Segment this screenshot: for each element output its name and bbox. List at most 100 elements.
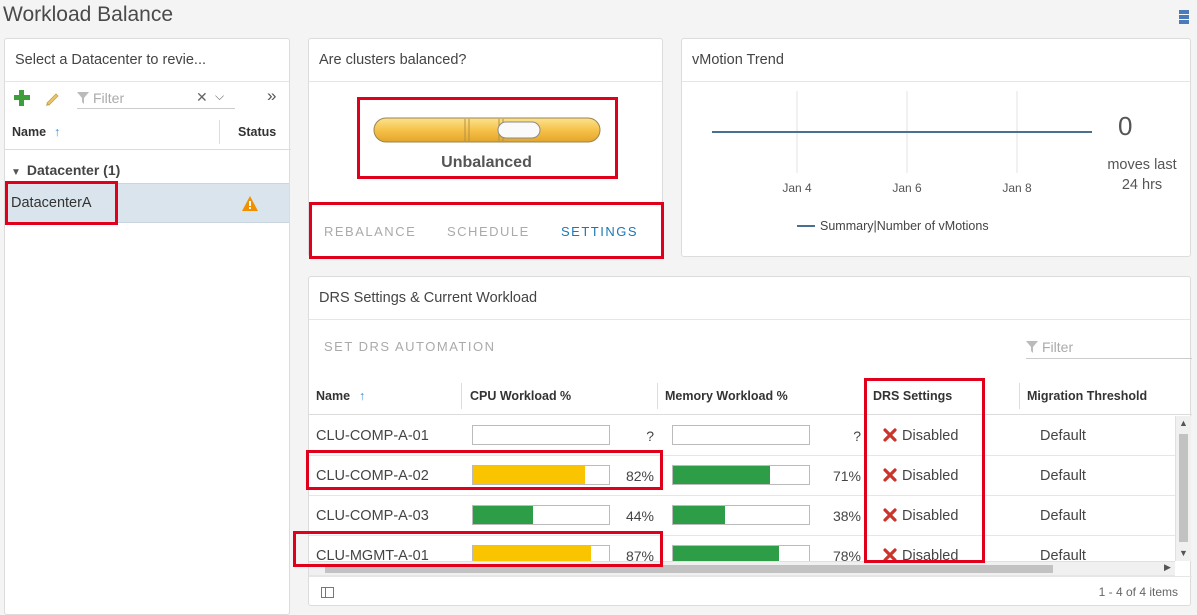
cpu-workload-fill bbox=[473, 466, 585, 484]
scroll-right-icon[interactable]: ▶ bbox=[1164, 562, 1171, 572]
expand-icon[interactable]: » bbox=[267, 86, 277, 105]
migration-threshold: Default bbox=[1040, 428, 1086, 444]
column-migration-threshold[interactable]: Migration Threshold bbox=[1027, 389, 1148, 403]
memory-workload-value: 71% bbox=[832, 468, 861, 484]
datacenter-filter-input[interactable]: Filter ✕ ⌵ bbox=[77, 87, 235, 109]
datacenter-row[interactable]: DatacenterA bbox=[5, 183, 289, 223]
cluster-name[interactable]: CLU-COMP-A-03 bbox=[316, 508, 429, 524]
cluster-name[interactable]: CLU-MGMT-A-01 bbox=[316, 548, 429, 564]
drs-setting: Disabled bbox=[902, 508, 959, 524]
close-icon bbox=[883, 508, 897, 522]
table-row[interactable]: CLU-COMP-A-02 82% 71% Disabled Default bbox=[309, 456, 1175, 496]
column-cpu-workload[interactable]: CPU Workload % bbox=[470, 389, 572, 403]
drs-grid-footer: 1 - 4 of 4 items bbox=[309, 576, 1192, 606]
balance-gauge bbox=[373, 117, 601, 143]
datacenter-panel: Select a Datacenter to revie... Filter ✕… bbox=[4, 38, 291, 615]
filter-placeholder: Filter bbox=[93, 89, 125, 106]
cpu-workload-value: 44% bbox=[625, 508, 654, 524]
add-icon[interactable] bbox=[13, 89, 31, 107]
cluster-balance-panel: Are clusters balanced? Unbalanced REBALA… bbox=[308, 38, 663, 257]
memory-workload-value: 78% bbox=[832, 548, 861, 564]
balance-status: Unbalanced bbox=[441, 154, 532, 171]
datacenter-toolbar: Filter ✕ ⌵ » bbox=[5, 82, 289, 114]
migration-threshold: Default bbox=[1040, 508, 1086, 524]
cpu-workload-fill bbox=[473, 546, 592, 564]
clear-filter-icon[interactable]: ✕ bbox=[196, 89, 208, 105]
column-name[interactable]: Name ↑ bbox=[12, 125, 61, 139]
scroll-thumb[interactable] bbox=[1179, 434, 1188, 542]
rebalance-button[interactable]: REBALANCE bbox=[324, 224, 417, 239]
datacenter-group[interactable]: ▼ Datacenter (1) bbox=[11, 162, 121, 178]
memory-workload-bar bbox=[672, 465, 810, 485]
datacenter-panel-header: Select a Datacenter to revie... bbox=[5, 39, 289, 82]
cpu-workload-bar bbox=[472, 505, 610, 525]
datacenter-name[interactable]: DatacenterA bbox=[11, 195, 92, 211]
table-row[interactable]: CLU-COMP-A-03 44% 38% Disabled Default bbox=[309, 496, 1175, 536]
cpu-workload-value: 82% bbox=[625, 468, 654, 484]
sort-ascending-icon[interactable]: ↑ bbox=[359, 389, 366, 403]
page-title: Workload Balance bbox=[3, 3, 174, 26]
cpu-workload-bar bbox=[472, 465, 610, 485]
memory-workload-fill bbox=[673, 546, 780, 564]
database-icon[interactable] bbox=[1179, 10, 1189, 24]
vmotion-panel-header: vMotion Trend bbox=[682, 39, 1190, 82]
pencil-icon[interactable] bbox=[44, 90, 60, 106]
column-drs-settings[interactable]: DRS Settings bbox=[873, 389, 953, 403]
legend-label: Summary|Number of vMotions bbox=[820, 219, 989, 233]
sort-ascending-icon[interactable]: ↑ bbox=[54, 125, 61, 139]
drs-setting: Disabled bbox=[902, 468, 959, 484]
column-name[interactable]: Name ↑ bbox=[316, 389, 366, 403]
vertical-scrollbar[interactable]: ▲ ▼ bbox=[1175, 416, 1191, 561]
close-icon bbox=[883, 548, 897, 562]
filter-icon bbox=[1026, 340, 1038, 353]
datacenter-grid-header: Name ↑ Status bbox=[5, 114, 291, 150]
drs-setting: Disabled bbox=[902, 428, 959, 444]
scroll-thumb[interactable] bbox=[325, 565, 1053, 573]
item-count: 1 - 4 of 4 items bbox=[1098, 585, 1178, 599]
table-row[interactable]: CLU-MGMT-A-01 87% 78% Disabled Default bbox=[309, 536, 1175, 576]
set-drs-automation-button[interactable]: SET DRS AUTOMATION bbox=[324, 339, 496, 354]
filter-placeholder: Filter bbox=[1042, 338, 1074, 355]
x-tick-label: Jan 6 bbox=[892, 181, 922, 195]
drs-settings-panel: DRS Settings & Current Workload SET DRS … bbox=[308, 276, 1192, 606]
moves-count: 0 bbox=[1118, 111, 1133, 141]
cpu-workload-value: 87% bbox=[625, 548, 654, 564]
memory-workload-value: ? bbox=[853, 428, 861, 444]
memory-workload-fill bbox=[673, 506, 725, 524]
schedule-button[interactable]: SCHEDULE bbox=[447, 224, 530, 239]
cpu-workload-fill bbox=[473, 506, 533, 524]
horizontal-scrollbar[interactable]: ▶ bbox=[309, 561, 1175, 575]
cpu-workload-bar bbox=[472, 545, 610, 565]
memory-workload-bar bbox=[672, 505, 810, 525]
table-row[interactable]: CLU-COMP-A-01?? Disabled Default bbox=[309, 416, 1175, 456]
vmotion-trend-chart: Jan 4 Jan 6 Jan 8 Summary|Number of vMotion… bbox=[712, 91, 1092, 233]
scroll-up-icon[interactable]: ▲ bbox=[1179, 418, 1188, 428]
drs-filter-input[interactable]: Filter bbox=[1026, 335, 1192, 359]
migration-threshold: Default bbox=[1040, 548, 1086, 564]
settings-button[interactable]: SETTINGS bbox=[561, 224, 639, 239]
cluster-name[interactable]: CLU-COMP-A-02 bbox=[316, 468, 429, 484]
memory-workload-bar bbox=[672, 425, 810, 445]
chevron-down-icon[interactable]: ⌵ bbox=[215, 89, 225, 103]
drs-grid-header: Name ↑ CPU Workload % Memory Workload % D… bbox=[309, 377, 1192, 415]
chevron-down-icon[interactable]: ▼ bbox=[11, 167, 21, 178]
vmotion-trend-panel: vMotion Trend Jan 4 Jan 6 Jan 8 Summary|Num… bbox=[681, 38, 1191, 257]
column-status[interactable]: Status bbox=[238, 125, 277, 139]
column-memory-workload[interactable]: Memory Workload % bbox=[665, 389, 788, 403]
x-tick-label: Jan 8 bbox=[1002, 181, 1032, 195]
cpu-workload-value: ? bbox=[646, 428, 654, 444]
moves-caption: moves last 24 hrs bbox=[1107, 157, 1177, 193]
x-tick-label: Jan 4 bbox=[782, 181, 812, 195]
cluster-name[interactable]: CLU-COMP-A-01 bbox=[316, 428, 429, 444]
cpu-workload-bar bbox=[472, 425, 610, 445]
warning-icon bbox=[242, 196, 258, 211]
migration-threshold: Default bbox=[1040, 468, 1086, 484]
close-icon bbox=[883, 468, 897, 482]
memory-workload-value: 38% bbox=[832, 508, 861, 524]
balance-panel-header: Are clusters balanced? bbox=[309, 39, 662, 82]
filter-icon bbox=[77, 91, 89, 104]
column-toggle-icon[interactable] bbox=[321, 587, 334, 598]
scroll-down-icon[interactable]: ▼ bbox=[1179, 548, 1188, 558]
close-icon bbox=[883, 428, 897, 442]
drs-panel-header: DRS Settings & Current Workload bbox=[309, 277, 1190, 320]
